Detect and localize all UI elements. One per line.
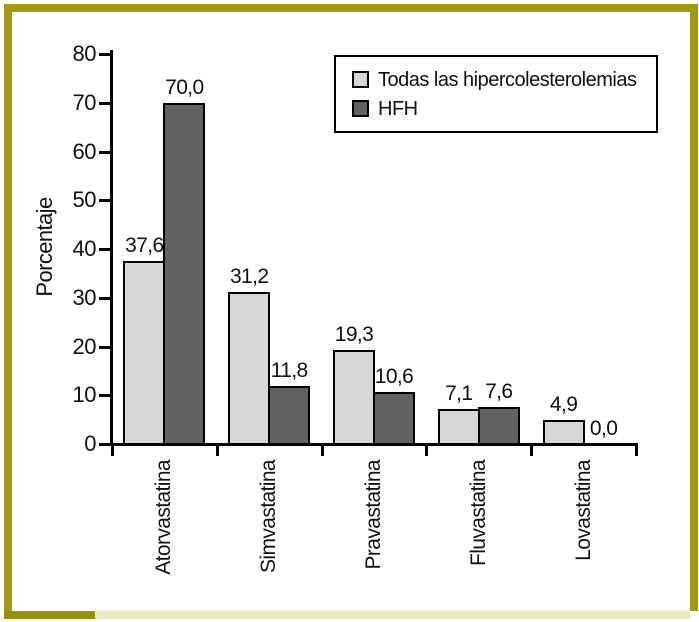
y-tick-label: 60 <box>72 138 97 164</box>
bar-todas <box>333 349 375 445</box>
y-axis-title: Porcentaje <box>32 197 57 297</box>
bar-value-label: 19,3 <box>334 322 374 346</box>
frame-top-border <box>4 4 698 12</box>
legend-label: Todas las hipercolesterolemias <box>378 68 637 91</box>
bar-value-label: 7,1 <box>445 382 473 406</box>
bar-todas <box>228 291 271 445</box>
y-tick-label: 50 <box>72 187 97 213</box>
x-tick <box>635 445 638 456</box>
bar-value-label: 37,6 <box>125 233 164 257</box>
y-tick <box>99 101 111 105</box>
y-axis-line <box>110 50 113 446</box>
legend-swatch-light-icon <box>352 71 369 88</box>
y-tick <box>99 394 111 398</box>
bar-todas <box>542 420 585 445</box>
category-label: Atorvastatina <box>152 460 176 575</box>
frame-bottom-band <box>95 611 690 619</box>
bar-todas <box>437 409 480 445</box>
frame-bottom-left-segment <box>4 611 95 619</box>
bar-value-label: 70,0 <box>165 75 204 99</box>
bar-todas <box>123 260 166 445</box>
bar-value-label: 11,8 <box>270 359 309 383</box>
x-tick <box>320 445 324 456</box>
y-tick-label: 10 <box>72 382 97 408</box>
y-tick <box>99 53 111 56</box>
legend-item-todas: Todas las hipercolesterolemias <box>352 69 656 91</box>
x-tick <box>530 445 534 456</box>
y-tick-label: 70 <box>72 89 97 115</box>
y-tick <box>99 199 111 203</box>
bar-value-label: 10,6 <box>374 365 414 389</box>
x-tick <box>215 445 219 456</box>
y-tick-label: 30 <box>72 284 97 310</box>
bar-value-label: 0,0 <box>589 417 618 440</box>
legend-item-hfh: HFH <box>352 98 656 120</box>
category-label: Pravastatina <box>362 460 385 570</box>
y-tick-label: 80 <box>72 41 97 66</box>
y-tick <box>99 248 111 251</box>
category-label: Fluvastatina <box>466 460 490 567</box>
y-tick <box>99 296 111 300</box>
bar-hfh <box>477 406 520 445</box>
y-tick <box>99 443 111 446</box>
y-tick-label: 40 <box>72 236 97 261</box>
category-label: Lovastatina <box>571 460 595 561</box>
legend-box: Todas las hipercolesterolemias HFH <box>334 55 658 133</box>
x-tick <box>425 445 429 456</box>
y-tick-label: 20 <box>72 333 97 359</box>
category-label: Simvastatina <box>257 460 281 574</box>
x-tick <box>111 445 114 456</box>
legend-label: HFH <box>378 97 418 120</box>
y-tick <box>99 345 111 349</box>
frame-left-border <box>4 4 12 619</box>
legend-swatch-dark-icon <box>352 100 369 117</box>
bar-value-label: 4,9 <box>549 393 578 417</box>
frame-right-border <box>690 4 698 611</box>
bar-hfh <box>373 392 415 445</box>
y-tick <box>99 150 111 154</box>
bar-hfh <box>268 386 311 445</box>
y-tick-label: 0 <box>84 431 96 456</box>
bar-value-label: 7,6 <box>485 379 513 403</box>
bar-hfh <box>163 102 206 445</box>
bar-value-label: 31,2 <box>229 264 269 288</box>
